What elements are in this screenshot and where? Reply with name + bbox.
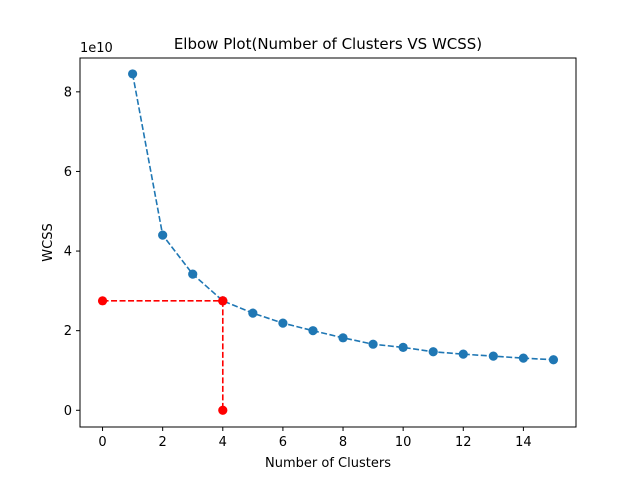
y-tick-label: 2 <box>64 324 72 339</box>
series-0 <box>128 69 559 365</box>
plot-area <box>97 69 559 415</box>
data-point <box>428 347 438 357</box>
y-axis-offset-label: 1e10 <box>80 41 113 56</box>
x-tick-label: 2 <box>159 435 167 450</box>
y-tick-label: 8 <box>64 85 72 100</box>
x-tick-label: 6 <box>279 435 287 450</box>
y-tick-label: 6 <box>64 165 72 180</box>
data-point <box>338 333 348 343</box>
x-tick-label: 12 <box>455 435 472 450</box>
data-point <box>488 351 498 361</box>
data-point <box>218 296 228 306</box>
y-axis-label: WCSS <box>41 223 56 261</box>
chart-title: Elbow Plot(Number of Clusters VS WCSS) <box>174 35 482 53</box>
data-point <box>218 405 228 415</box>
data-point <box>128 69 138 79</box>
data-point <box>278 318 288 328</box>
x-axis-label: Number of Clusters <box>265 456 391 471</box>
data-point <box>368 339 378 349</box>
data-point <box>97 296 108 306</box>
data-point <box>158 230 168 240</box>
data-point <box>248 308 258 318</box>
data-point <box>458 349 468 359</box>
y-tick-label: 0 <box>64 404 72 419</box>
data-point <box>308 326 318 336</box>
data-point <box>398 342 408 352</box>
series-line <box>131 73 554 361</box>
x-tick-label: 14 <box>515 435 532 450</box>
x-tick-label: 8 <box>339 435 347 450</box>
x-tick-label: 4 <box>219 435 227 450</box>
series-2 <box>218 296 228 415</box>
y-tick-label: 4 <box>64 245 72 260</box>
series-1 <box>97 296 228 306</box>
data-point <box>188 269 198 279</box>
data-point <box>518 353 528 363</box>
x-tick-label: 0 <box>98 435 106 450</box>
x-tick-label: 10 <box>395 435 412 450</box>
plot-frame <box>79 57 577 428</box>
data-point <box>548 355 559 365</box>
axis-ticks: 0 2 4 6 8 10 12 14 0 2 4 6 8 <box>64 85 532 450</box>
